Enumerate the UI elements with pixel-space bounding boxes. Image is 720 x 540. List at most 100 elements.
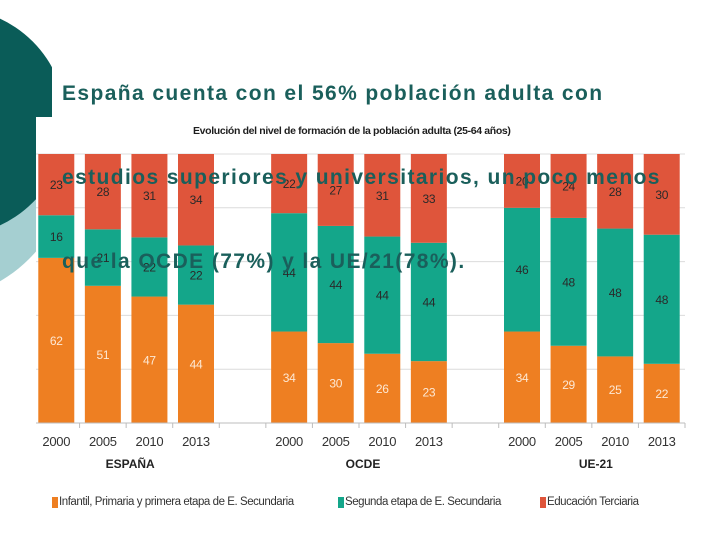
slide-title-line: España cuenta con el 56% población adult… — [62, 82, 604, 105]
bar-value-label: 48 — [562, 275, 575, 289]
x-group-label: ESPAÑA — [106, 456, 155, 471]
slide-title-line: que la OCDE (77%) y la UE/21(78%). — [62, 250, 466, 273]
bar-value-label: 34 — [283, 371, 296, 385]
bar-segment — [131, 237, 168, 297]
bar-segment — [504, 331, 540, 423]
bar-value-label: 23 — [422, 386, 435, 400]
bar-segment — [550, 217, 587, 346]
bar-value-label: 28 — [96, 185, 109, 199]
bar-segment — [364, 236, 401, 354]
x-tick-label: 2010 — [601, 434, 629, 449]
bar-segment — [643, 363, 680, 423]
bar-segment — [643, 234, 680, 364]
bar-segment — [178, 304, 214, 423]
bar-segment — [178, 245, 214, 305]
bar-value-label: 30 — [655, 188, 668, 202]
x-group-label: UE-21 — [579, 457, 613, 471]
legend-item-terciaria: Educación Terciaria — [540, 495, 639, 509]
legend-label: Infantil, Primaria y primera etapa de E.… — [59, 496, 294, 508]
legend-swatch-icon — [540, 496, 546, 508]
x-tick-label: 2013 — [648, 434, 676, 449]
bar-value-label: 29 — [562, 378, 575, 392]
bar-value-label: 51 — [96, 348, 109, 362]
bar-value-label: 28 — [609, 185, 622, 199]
decor-dark-circle — [0, 8, 52, 236]
bar-segment — [271, 213, 308, 332]
bar-segment — [317, 225, 354, 344]
bar-value-label: 44 — [190, 357, 203, 371]
bar-value-label: 22 — [655, 387, 668, 401]
bar-segment — [84, 229, 121, 286]
bar-value-label: 23 — [50, 178, 63, 192]
bar-segment — [410, 361, 447, 423]
legend-swatch-icon — [52, 496, 58, 508]
bar-value-label: 26 — [376, 382, 389, 396]
x-tick-label: 2013 — [182, 434, 210, 449]
bar-value-label: 31 — [143, 189, 156, 203]
x-group-label: OCDE — [346, 457, 381, 471]
bar-segment — [597, 356, 634, 423]
bar-value-label: 21 — [96, 251, 109, 265]
bar-segment — [550, 345, 587, 423]
bar-value-label: 46 — [516, 263, 529, 277]
chart-title: Evolución del nivel de formación de la p… — [193, 125, 511, 137]
bar-segment — [410, 242, 447, 362]
x-tick-label: 2010 — [136, 434, 164, 449]
bar-segment — [271, 154, 308, 214]
legend-label: Segunda etapa de E. Secundaria — [345, 496, 501, 508]
bar-value-label: 44 — [376, 289, 389, 303]
bar-segment — [597, 154, 634, 229]
x-tick-label: 2000 — [275, 434, 303, 449]
legend-label: Educación Terciaria — [547, 496, 639, 508]
bar-segment — [38, 215, 75, 258]
bar-segment — [364, 154, 401, 237]
bar-value-label: 44 — [422, 295, 435, 309]
bar-value-label: 22 — [143, 260, 156, 274]
bar-segment — [131, 154, 168, 238]
bar-value-label: 33 — [422, 192, 435, 206]
bar-segment — [504, 154, 540, 208]
x-tick-label: 2000 — [508, 434, 536, 449]
bar-value-label: 27 — [329, 183, 342, 197]
x-tick-label: 2005 — [89, 434, 117, 449]
bar-segment — [597, 228, 634, 357]
bar-value-label: 22 — [283, 177, 296, 191]
bar-segment — [643, 154, 680, 235]
bar-segment — [317, 343, 354, 423]
bar-value-label: 25 — [609, 383, 622, 397]
legend-item-segunda-etapa: Segunda etapa de E. Secundaria — [338, 495, 501, 509]
x-tick-label: 2010 — [368, 434, 396, 449]
bar-segment — [271, 331, 308, 423]
bar-segment — [38, 154, 75, 216]
bar-segment — [38, 257, 75, 423]
x-tick-label: 2013 — [415, 434, 443, 449]
bar-value-label: 34 — [516, 371, 529, 385]
bar-value-label: 16 — [50, 230, 63, 244]
bar-value-label: 22 — [190, 269, 203, 283]
slide-title-line: estudios superiores y universitarios, un… — [62, 166, 661, 189]
bar-value-label: 48 — [609, 286, 622, 300]
bar-value-label: 44 — [329, 278, 342, 292]
bar-segment — [84, 154, 121, 230]
bar-value-label: 24 — [562, 179, 575, 193]
bar-value-label: 34 — [190, 193, 203, 207]
bar-segment — [410, 154, 447, 243]
x-tick-label: 2005 — [322, 434, 350, 449]
bar-value-label: 31 — [376, 189, 389, 203]
bar-value-label: 47 — [143, 353, 156, 367]
bar-segment — [317, 154, 354, 226]
bar-segment — [178, 154, 214, 246]
bar-value-label: 48 — [655, 293, 668, 307]
slide-title: España cuenta con el 56% población adult… — [62, 24, 661, 304]
bar-value-label: 62 — [50, 334, 63, 348]
legend-item-infantil-primaria: Infantil, Primaria y primera etapa de E.… — [52, 495, 294, 509]
bar-segment — [84, 285, 121, 423]
bar-value-label: 44 — [283, 266, 296, 280]
bar-segment — [504, 207, 540, 332]
legend-swatch-icon — [338, 496, 344, 508]
x-tick-label: 2005 — [555, 434, 583, 449]
bar-value-label: 30 — [329, 377, 342, 391]
bar-value-label: 20 — [516, 174, 529, 188]
